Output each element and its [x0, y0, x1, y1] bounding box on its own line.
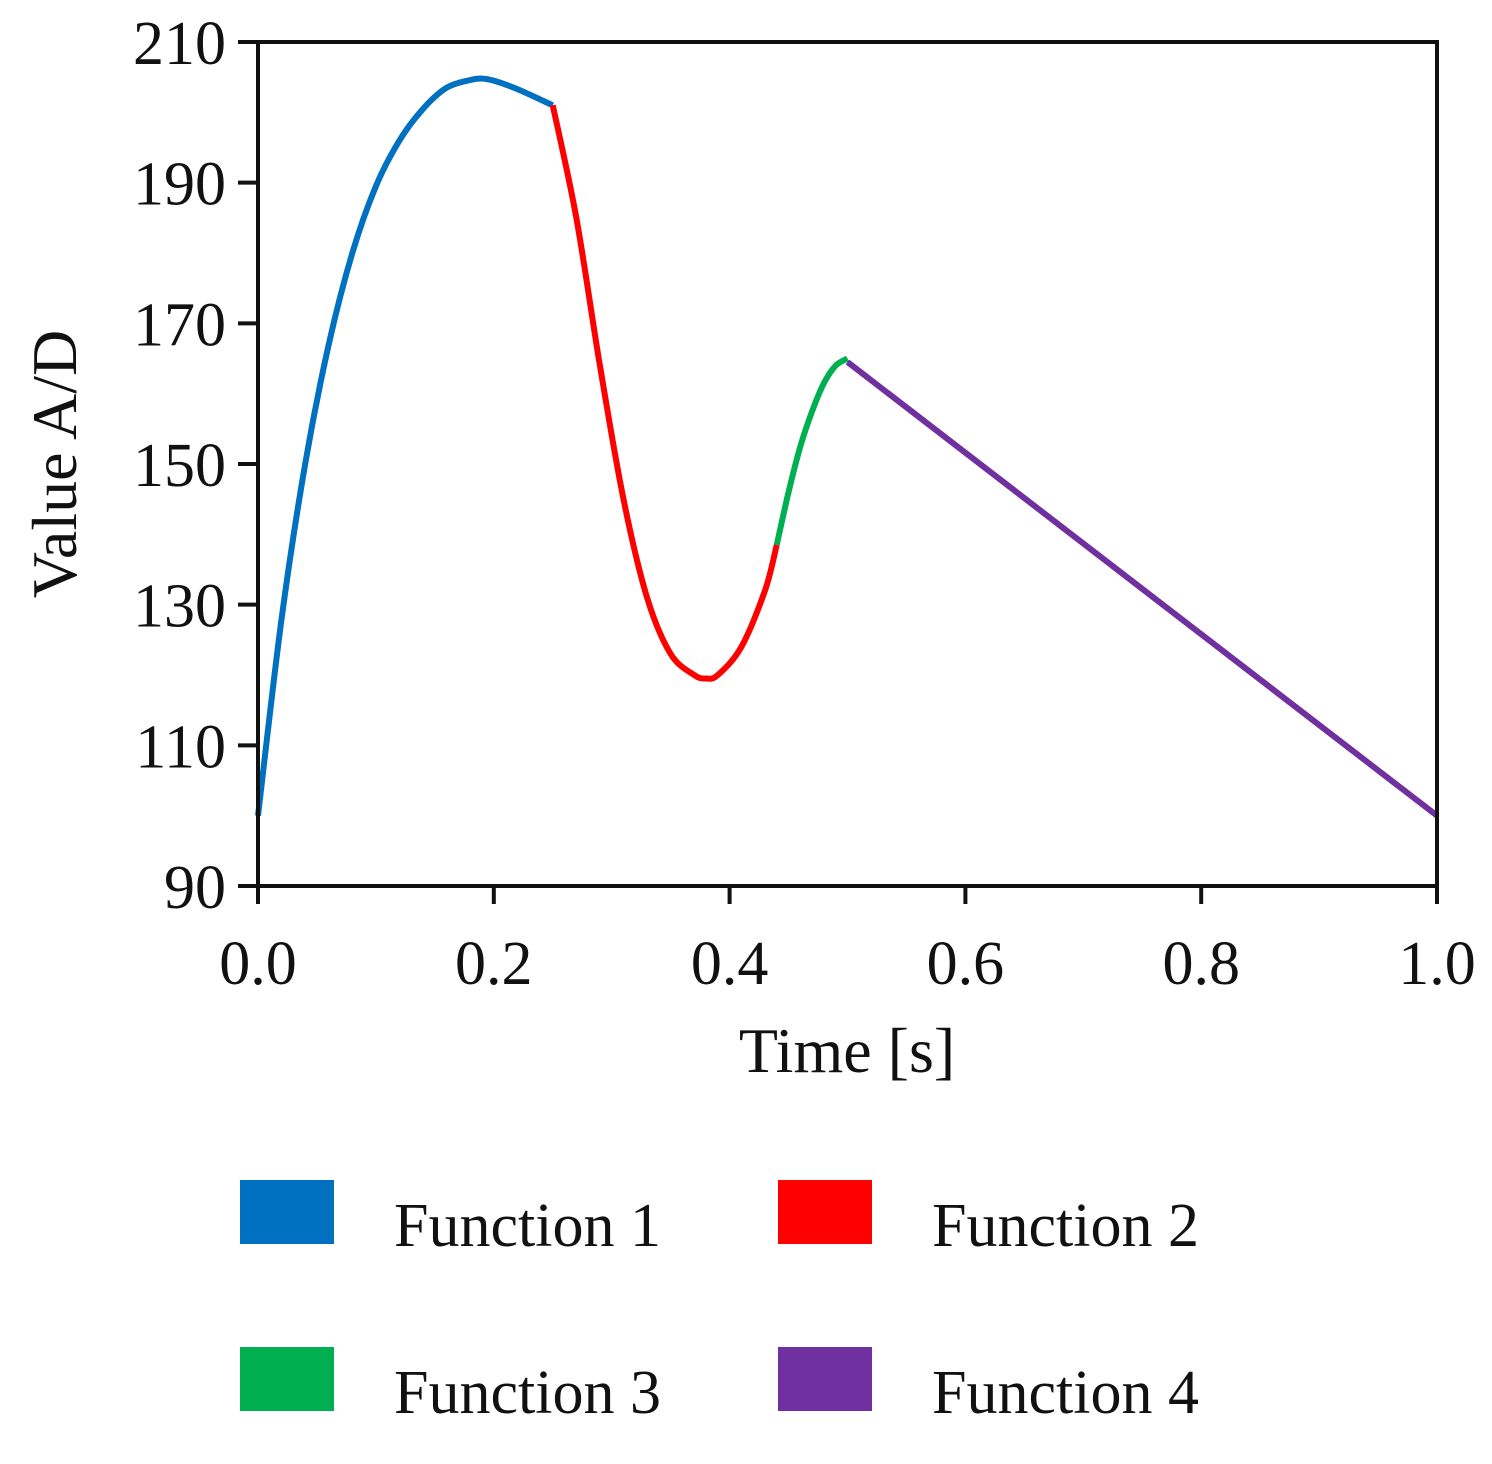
- series-line-3: [773, 355, 850, 546]
- x-axis-label: Time [s]: [739, 1015, 955, 1086]
- x-tick-label: 0.0: [219, 930, 297, 998]
- legend-label-2: Function 2: [932, 1192, 1199, 1260]
- legend-swatch-1: [240, 1180, 334, 1244]
- x-axis: 0.0 0.2 0.4 0.6 0.8 1.0: [219, 886, 1476, 998]
- x-tick-label: 0.2: [455, 930, 533, 998]
- y-tick-label: 210: [133, 10, 226, 78]
- legend-swatch-2: [778, 1180, 872, 1244]
- legend-label-3: Function 3: [394, 1359, 661, 1427]
- legend: Function 1 Function 2 Function 3 Function 4: [240, 1180, 1199, 1427]
- y-axis-label: Value A/D: [19, 330, 90, 598]
- x-tick-label: 1.0: [1398, 930, 1476, 998]
- legend-swatch-3: [240, 1347, 334, 1411]
- legend-label-1: Function 1: [394, 1192, 661, 1260]
- series-line-4: [845, 359, 1439, 819]
- x-tick-label: 0.4: [691, 930, 769, 998]
- y-tick-label: 150: [133, 432, 226, 500]
- legend-label-4: Function 4: [932, 1359, 1199, 1427]
- series-layer: [255, 75, 1439, 819]
- series-line-1: [255, 75, 555, 817]
- x-tick-label: 0.6: [927, 930, 1005, 998]
- y-tick-label: 170: [133, 291, 226, 359]
- x-tick-label: 0.8: [1162, 930, 1240, 998]
- series-line-2: [549, 104, 780, 682]
- y-tick-label: 130: [133, 573, 226, 641]
- y-tick-label: 190: [133, 151, 226, 219]
- legend-swatch-4: [778, 1347, 872, 1411]
- y-axis: 90 110 130 150 170 190 210: [133, 10, 258, 922]
- y-tick-label: 110: [135, 713, 226, 781]
- plot-frame: [256, 40, 1439, 888]
- y-tick-label: 90: [164, 854, 226, 922]
